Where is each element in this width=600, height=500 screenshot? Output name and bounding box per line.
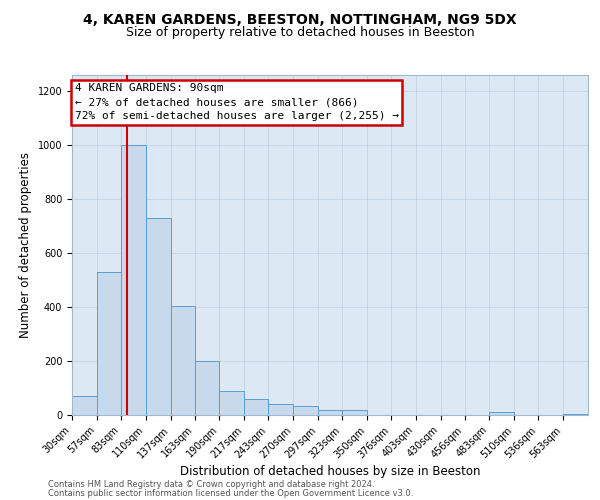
Bar	[121, 145, 146, 415]
Bar	[146, 218, 170, 415]
Bar	[293, 406, 318, 415]
Text: 4, KAREN GARDENS, BEESTON, NOTTINGHAM, NG9 5DX: 4, KAREN GARDENS, BEESTON, NOTTINGHAM, N…	[83, 12, 517, 26]
Bar	[72, 396, 97, 415]
Bar	[194, 361, 220, 415]
Bar	[220, 390, 244, 415]
Bar	[268, 404, 293, 415]
Bar	[244, 399, 268, 415]
Text: 4 KAREN GARDENS: 90sqm
← 27% of detached houses are smaller (866)
72% of semi-de: 4 KAREN GARDENS: 90sqm ← 27% of detached…	[74, 84, 398, 122]
Bar	[170, 306, 194, 415]
Bar	[318, 410, 342, 415]
Y-axis label: Number of detached properties: Number of detached properties	[19, 152, 32, 338]
X-axis label: Distribution of detached houses by size in Beeston: Distribution of detached houses by size …	[180, 465, 480, 478]
Bar	[490, 412, 514, 415]
Bar	[342, 410, 367, 415]
Bar	[97, 272, 121, 415]
Text: Contains HM Land Registry data © Crown copyright and database right 2024.: Contains HM Land Registry data © Crown c…	[48, 480, 374, 489]
Text: Size of property relative to detached houses in Beeston: Size of property relative to detached ho…	[125, 26, 475, 39]
Bar	[563, 414, 588, 415]
Text: Contains public sector information licensed under the Open Government Licence v3: Contains public sector information licen…	[48, 488, 413, 498]
